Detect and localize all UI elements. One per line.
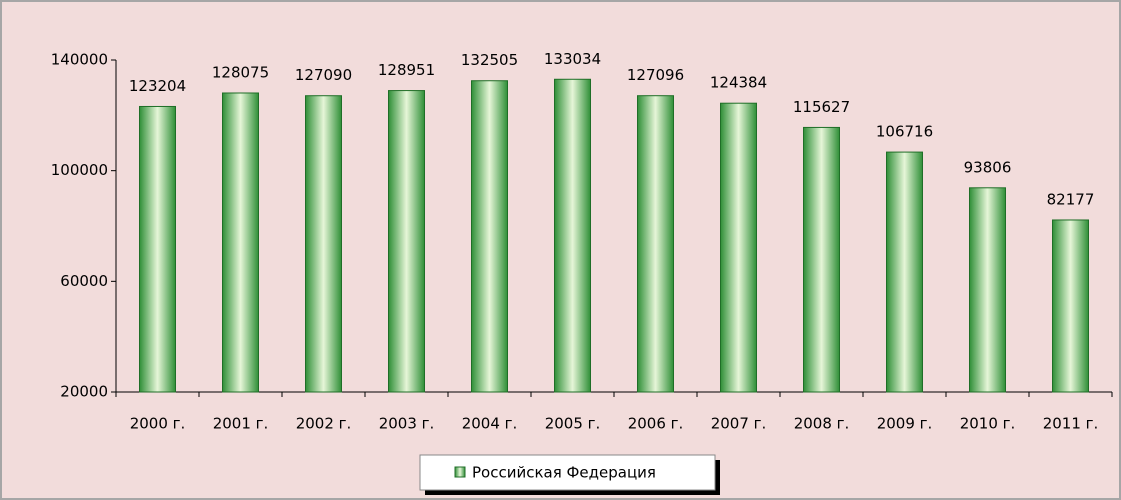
y-tick-label: 60000 <box>60 272 108 290</box>
data-label: 133034 <box>544 50 601 68</box>
data-label: 128075 <box>212 63 269 81</box>
data-label: 106716 <box>876 123 933 141</box>
x-tick-label: 2005 г. <box>545 415 601 433</box>
y-tick-label: 140000 <box>51 51 108 69</box>
x-tick-label: 2002 г. <box>296 415 352 433</box>
x-tick-label: 2008 г. <box>794 415 850 433</box>
bar <box>554 78 591 393</box>
x-tick-label: 2009 г. <box>877 415 933 433</box>
data-label: 115627 <box>793 98 850 116</box>
bar <box>803 126 840 393</box>
bar <box>471 80 508 393</box>
bar <box>139 105 176 393</box>
y-tick-label: 20000 <box>60 383 108 401</box>
legend-box <box>419 454 716 491</box>
data-label: 123204 <box>129 77 186 95</box>
y-tick-label: 100000 <box>51 161 108 179</box>
bar <box>1052 219 1089 393</box>
x-tick-label: 2003 г. <box>379 415 435 433</box>
data-label: 127090 <box>295 66 352 84</box>
bar <box>720 102 757 393</box>
x-tick-label: 2001 г. <box>213 415 269 433</box>
legend-label: Российская Федерация <box>472 464 656 482</box>
x-tick-label: 2004 г. <box>462 415 518 433</box>
bar <box>637 95 674 393</box>
x-tick-label: 2006 г. <box>628 415 684 433</box>
data-label: 128951 <box>378 61 435 79</box>
bar <box>305 95 342 393</box>
x-tick-label: 2007 г. <box>711 415 767 433</box>
x-tick-label: 2010 г. <box>960 415 1016 433</box>
x-tick-label: 2000 г. <box>130 415 186 433</box>
bar <box>969 187 1006 393</box>
data-label: 93806 <box>964 158 1012 176</box>
x-tick-label: 2011 г. <box>1043 415 1099 433</box>
bar <box>222 92 259 393</box>
data-label: 124384 <box>710 74 767 92</box>
bar <box>886 151 923 393</box>
bar <box>388 90 425 393</box>
data-label: 82177 <box>1047 190 1095 208</box>
data-label: 127096 <box>627 66 684 84</box>
legend-marker <box>454 466 466 478</box>
data-label: 132505 <box>461 51 518 69</box>
